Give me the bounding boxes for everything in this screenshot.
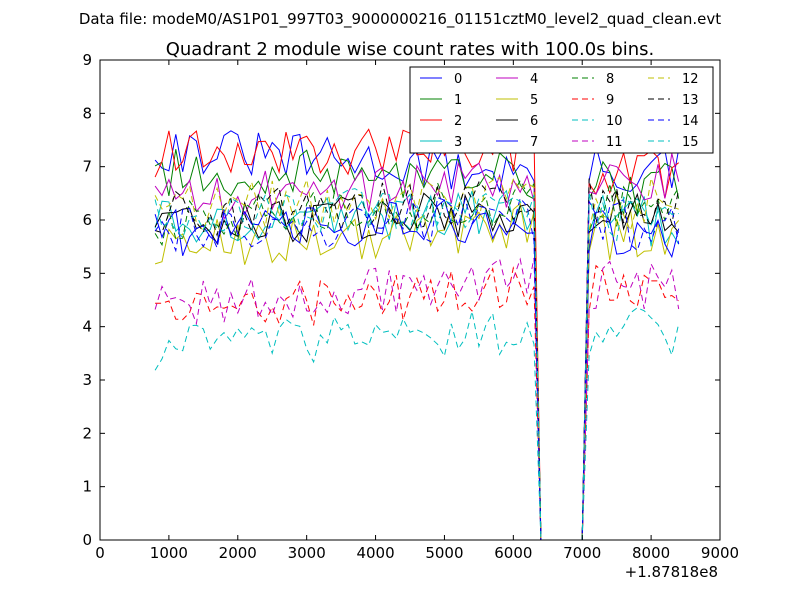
legend-label: 14 [682, 114, 699, 129]
series-line-10 [154, 307, 680, 541]
x-tick-label: 2000 [219, 544, 257, 562]
x-tick-label: 1000 [150, 544, 188, 562]
series-line-11 [154, 257, 680, 541]
legend-label: 5 [530, 93, 538, 108]
series-line-15 [154, 188, 679, 541]
series-layer [154, 122, 680, 541]
y-tick-label: 5 [82, 264, 92, 282]
x-tick-label: 7000 [563, 544, 601, 562]
legend-label: 4 [530, 72, 538, 87]
series-line-4 [154, 153, 680, 541]
legend-label: 10 [606, 114, 623, 129]
y-tick-label: 9 [82, 51, 92, 69]
legend-box [409, 66, 714, 154]
series-line-7 [154, 199, 680, 541]
y-tick-label: 6 [82, 211, 92, 229]
chart-title: Quadrant 2 module wise count rates with … [166, 39, 655, 60]
x-tick-label: 3000 [288, 544, 326, 562]
legend-label: 13 [682, 93, 699, 108]
y-tick-label: 0 [82, 531, 92, 549]
series-line-6 [154, 191, 680, 541]
legend-label: 1 [454, 93, 462, 108]
legend-label: 7 [530, 135, 538, 150]
series-line-2 [154, 122, 680, 541]
legend-label: 3 [454, 135, 462, 150]
x-tick-label: 0 [95, 544, 105, 562]
x-tick-label: 6000 [494, 544, 532, 562]
super-title: Data file: modeM0/AS1P01_997T03_90000002… [79, 10, 721, 29]
series-line-5 [154, 202, 680, 541]
x-tick-label: 5000 [425, 544, 463, 562]
y-tick-label: 3 [82, 371, 92, 389]
series-line-3 [154, 189, 680, 541]
series-line-12 [154, 176, 679, 541]
legend-label: 8 [606, 72, 614, 87]
y-tick-label: 8 [82, 104, 92, 122]
legend-label: 0 [454, 72, 462, 87]
y-tick-label: 4 [82, 318, 92, 336]
plot-frame [99, 59, 721, 541]
x-offset-label: +1.87818e8 [625, 563, 718, 581]
series-line-9 [155, 264, 680, 541]
legend-label: 15 [682, 135, 699, 150]
series-line-1 [154, 149, 680, 541]
legend-label: 11 [606, 135, 623, 150]
y-tick-label: 1 [82, 478, 92, 496]
x-tick-label: 9000 [701, 544, 739, 562]
legend-label: 2 [454, 114, 462, 129]
x-tick-label: 8000 [632, 544, 670, 562]
x-tick-label: 4000 [356, 544, 394, 562]
legend-label: 12 [682, 72, 699, 87]
series-line-13 [154, 178, 680, 541]
ticks-layer: 0 1000 2000 3000 4000 5000 6000 7000 8000 9000012… [82, 51, 739, 562]
series-line-8 [154, 179, 680, 541]
y-tick-label: 2 [82, 424, 92, 442]
legend-label: 6 [530, 114, 538, 129]
y-tick-label: 7 [82, 158, 92, 176]
series-line-14 [154, 196, 680, 541]
legend-label: 9 [606, 93, 614, 108]
